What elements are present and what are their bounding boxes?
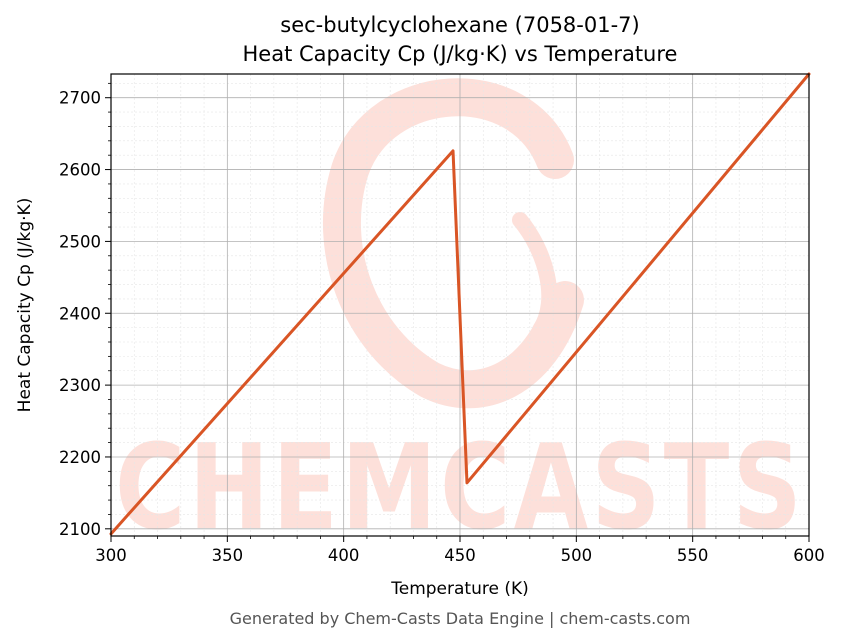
y-tick-label: 2100 (59, 520, 101, 539)
x-axis-label: Temperature (K) (390, 579, 529, 599)
chart-subtitle: Heat Capacity Cp (J/kg·K) vs Temperature (243, 42, 678, 66)
x-axis: 300 350 400 450 500 550 600 (95, 536, 825, 565)
y-axis-label: Heat Capacity Cp (J/kg·K) (15, 198, 35, 413)
watermark-text: CHEMCASTS (115, 418, 805, 556)
y-axis: 2100 2200 2300 2400 2500 2600 2700 (59, 82, 111, 539)
y-tick-label: 2700 (59, 89, 101, 108)
series-line (109, 72, 811, 536)
x-tick-label: 350 (212, 546, 244, 565)
x-tick-label: 550 (677, 546, 709, 565)
x-tick-label: 400 (328, 546, 360, 565)
y-tick-label: 2200 (59, 448, 101, 467)
y-tick-label: 2500 (59, 232, 101, 251)
x-tick-label: 500 (561, 546, 593, 565)
x-tick-label: 300 (95, 546, 127, 565)
footer-credit: Generated by Chem-Casts Data Engine | ch… (230, 609, 691, 628)
watermark-swirl-accent (512, 212, 558, 338)
y-tick-label: 2600 (59, 161, 101, 180)
x-tick-label: 450 (444, 546, 476, 565)
y-tick-label: 2300 (59, 376, 101, 395)
chart-title: sec-butylcyclohexane (7058-01-7) (280, 13, 639, 37)
y-tick-label: 2400 (59, 304, 101, 323)
x-tick-label: 600 (793, 546, 825, 565)
